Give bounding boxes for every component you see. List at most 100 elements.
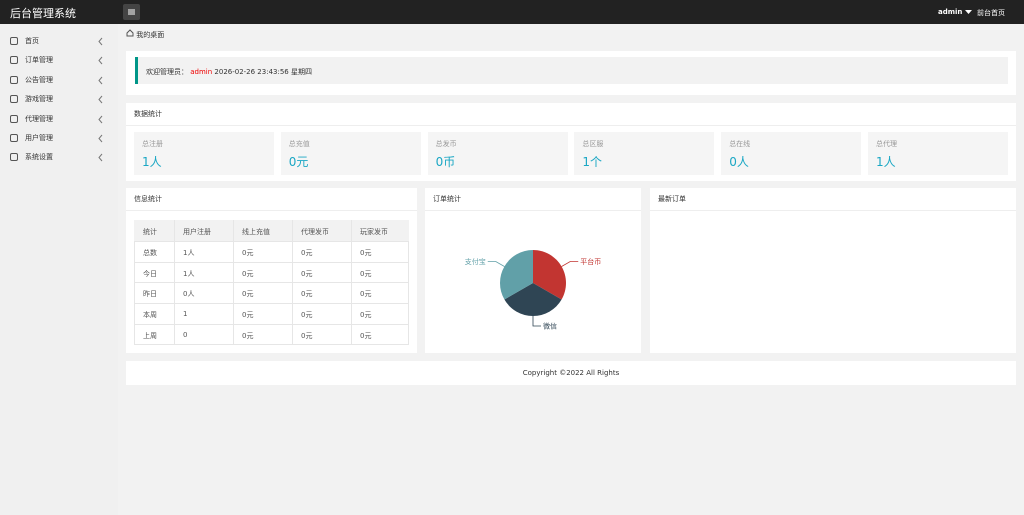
- stat-label: 总区服: [582, 140, 604, 148]
- divider: [126, 210, 417, 211]
- table-header: 代理发币: [301, 228, 329, 236]
- row-line: [134, 261, 409, 263]
- sidebar-label: 游戏管理: [25, 95, 53, 104]
- sidebar-item[interactable]: 首页: [0, 34, 118, 48]
- stat-box: 总区服 1个: [574, 132, 715, 175]
- divider: [650, 210, 1016, 211]
- sidebar-label: 系统设置: [25, 153, 53, 162]
- card-title: 最新订单: [658, 195, 686, 203]
- col-line: [233, 303, 234, 325]
- sidebar-item[interactable]: 公告管理: [0, 73, 118, 87]
- item-icons: [10, 37, 103, 46]
- table-cell: 0元: [360, 248, 372, 257]
- col-line: [174, 282, 175, 304]
- item-icons: [10, 114, 103, 123]
- pie-slice: [533, 250, 566, 300]
- table-header: 玩家发币: [360, 228, 388, 236]
- label-line: [487, 261, 505, 267]
- pie-label: 微信: [543, 322, 557, 331]
- welcome-text: 欢迎管理员： admin 2026-02-26 23:43:56 星期四: [146, 67, 312, 77]
- home-icon: [126, 29, 134, 37]
- stat-box: 总发币 0币: [427, 132, 568, 175]
- stat-label: 总在线: [729, 140, 751, 148]
- latest-orders-card: 最新订单: [650, 188, 1016, 353]
- stat-value: 1人: [142, 155, 162, 169]
- table-cell: 0元: [242, 332, 254, 340]
- stat-value: 1个: [582, 155, 603, 169]
- card-title: 数据统计: [134, 110, 162, 118]
- copyright: Copyright ©2022 All Rights: [522, 369, 620, 377]
- col-line: [174, 240, 175, 262]
- col-line: [292, 282, 293, 304]
- menu-toggle[interactable]: [123, 4, 140, 20]
- col-line: [174, 220, 175, 241]
- stat-label: 总充值: [288, 140, 310, 148]
- label-line: [532, 316, 541, 327]
- col-line: [351, 303, 352, 325]
- col-line: [351, 261, 352, 283]
- caret: [964, 10, 972, 14]
- welcome-user: admin: [190, 68, 213, 76]
- table-cell: 1人: [183, 269, 195, 278]
- stat-value: 0元: [288, 155, 309, 169]
- breadcrumb-text: 我的桌面: [136, 31, 165, 39]
- table-cell: 0人: [183, 290, 195, 299]
- stat-value: 0币: [435, 155, 456, 169]
- sidebar-item[interactable]: 订单管理: [0, 53, 118, 67]
- info-card: 信息统计 统计 用户注册 线上充值 代理发币 玩家发币 总数 1人 0元 0元 0元 今日 1人 0元 0…: [126, 188, 417, 353]
- user-name: admin: [938, 8, 963, 16]
- stat-label: 总发币: [435, 140, 457, 148]
- sidebar-label: 订单管理: [25, 56, 53, 65]
- col-line: [292, 261, 293, 283]
- table-cell: 0元: [301, 311, 313, 320]
- sidebar-item[interactable]: 代理管理: [0, 112, 118, 126]
- sidebar-item[interactable]: 游戏管理: [0, 92, 118, 106]
- col-line: [292, 220, 293, 241]
- user-menu[interactable]: admin: [938, 8, 972, 16]
- home-link[interactable]: 前台首页: [977, 9, 1005, 17]
- table-header: 用户注册: [183, 228, 211, 236]
- welcome-prefix: 欢迎管理员：: [146, 68, 188, 76]
- table-header-bg: [134, 220, 409, 241]
- table-cell: 今日: [143, 269, 157, 278]
- pie-slice: [500, 250, 533, 300]
- app-title: 后台管理系统: [10, 7, 76, 20]
- table-header: 统计: [143, 228, 157, 236]
- row-line: [134, 324, 409, 325]
- order-chart-card: 订单统计 平台币 微信 支付宝: [425, 188, 641, 353]
- table-cell: 0: [183, 331, 188, 339]
- table-cell: 0元: [242, 290, 254, 299]
- col-line: [351, 220, 352, 241]
- col-line: [292, 303, 293, 325]
- card-title: 信息统计: [134, 195, 162, 203]
- col-line: [351, 282, 352, 304]
- col-line: [292, 240, 293, 262]
- table-header: 线上充值: [242, 228, 270, 236]
- table-cell: 上周: [143, 332, 157, 340]
- table-cell: 0元: [242, 311, 254, 320]
- col-line: [233, 261, 234, 283]
- stat-box: 总代理 1人: [868, 132, 1008, 175]
- item-icons: [10, 153, 103, 162]
- col-line: [233, 324, 234, 345]
- sidebar-label: 代理管理: [25, 114, 53, 123]
- col-line: [233, 220, 234, 241]
- col-line: [233, 240, 234, 262]
- sidebar-label: 公告管理: [25, 75, 53, 84]
- divider: [126, 125, 1016, 126]
- table-cell: 0元: [360, 290, 372, 299]
- col-line: [351, 240, 352, 262]
- sidebar-item[interactable]: 系统设置: [0, 150, 118, 164]
- item-icons: [10, 56, 103, 65]
- col-line: [292, 324, 293, 345]
- stat-value: 1人: [876, 155, 896, 169]
- table-cell: 本周: [143, 311, 157, 320]
- welcome-time: 2026-02-26 23:43:56 星期四: [214, 68, 312, 76]
- pie-label: 平台币: [580, 257, 601, 266]
- row-line: [134, 240, 409, 242]
- table-cell: 0元: [301, 269, 313, 278]
- sidebar-item[interactable]: 用户管理: [0, 131, 118, 145]
- row-line: [134, 303, 409, 305]
